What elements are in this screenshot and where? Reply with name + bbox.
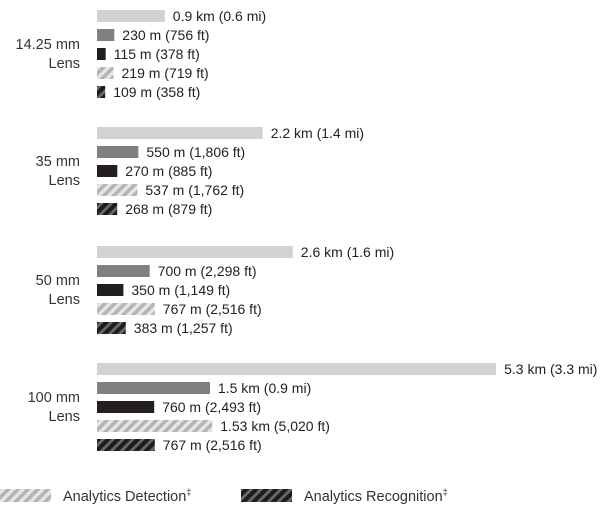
bar-s1 <box>97 363 497 375</box>
bar-value-label: 537 m (1,762 ft) <box>145 182 244 198</box>
bar-value-label: 268 m (879 ft) <box>125 201 212 217</box>
legend-footnote-mark: ‡ <box>443 487 448 497</box>
bar-value-label: 760 m (2,493 ft) <box>162 399 261 415</box>
lens-label: 35 mm Lens <box>36 154 80 189</box>
bar-value-label: 0.9 km (0.6 mi) <box>173 8 266 24</box>
bar-s3 <box>97 165 118 177</box>
lens-label-line: 50 mm <box>36 273 80 289</box>
bar-s2 <box>97 29 115 41</box>
legend-label: Analytics Recognition‡ <box>304 487 448 505</box>
lens-label-line: Lens <box>49 292 80 308</box>
bar-detection <box>97 303 155 315</box>
bar-s1 <box>97 10 165 22</box>
bar-value-label: 115 m (378 ft) <box>114 46 200 62</box>
legend-item-detection: Analytics Detection‡ <box>0 487 191 505</box>
bar-value-label: 383 m (1,257 ft) <box>134 320 233 336</box>
bar-value-label: 767 m (2,516 ft) <box>163 301 262 317</box>
bar-value-label: 270 m (885 ft) <box>125 163 212 179</box>
bar-value-label: 700 m (2,298 ft) <box>158 263 257 279</box>
lens-label: 50 mm Lens <box>36 273 80 308</box>
bar-value-label: 230 m (756 ft) <box>122 27 209 43</box>
legend-footnote-mark: ‡ <box>186 487 191 497</box>
bar-recognition <box>97 203 118 215</box>
bar-s3 <box>97 284 124 296</box>
legend-swatch <box>241 489 292 502</box>
bar-value-label: 219 m (719 ft) <box>122 65 209 81</box>
bar-value-label: 109 m (358 ft) <box>113 84 200 100</box>
lens-group: 50 mm Lens 2.6 km (1.6 mi) 700 m (2,298 ft)… <box>36 244 394 336</box>
legend-label: Analytics Detection‡ <box>63 487 191 505</box>
bar-recognition <box>97 322 126 334</box>
bar-value-label: 350 m (1,149 ft) <box>131 282 230 298</box>
lens-label-line: Lens <box>49 173 80 189</box>
bar-s2 <box>97 382 210 394</box>
legend-label-text: Analytics Detection <box>63 489 186 505</box>
lens-group: 100 mm Lens 5.3 km (3.3 mi) 1.5 km (0.9 mi)… <box>28 361 598 453</box>
bar-value-label: 2.6 km (1.6 mi) <box>301 244 394 260</box>
bar-detection <box>97 184 138 196</box>
legend-label-text: Analytics Recognition <box>304 489 443 505</box>
bar-value-label: 1.5 km (0.9 mi) <box>218 380 311 396</box>
lens-label: 14.25 mm Lens <box>16 37 80 72</box>
bar-s1 <box>97 246 293 258</box>
bar-s1 <box>97 127 263 139</box>
bar-s2 <box>97 146 139 158</box>
lens-label-line: 100 mm <box>28 390 80 406</box>
bar-s3 <box>97 48 106 60</box>
bar-value-label: 767 m (2,516 ft) <box>163 437 262 453</box>
lens-group: 14.25 mm Lens 0.9 km (0.6 mi) 230 m (756 ft… <box>16 8 267 100</box>
lens-label-line: 35 mm <box>36 154 80 170</box>
legend: Analytics Detection‡ Analytics Recognitio… <box>0 487 448 505</box>
bar-groups: 14.25 mm Lens 0.9 km (0.6 mi) 230 m (756 ft… <box>16 8 598 453</box>
bar-s2 <box>97 265 150 277</box>
bar-value-label: 5.3 km (3.3 mi) <box>504 361 597 377</box>
lens-label-line: Lens <box>49 409 80 425</box>
bar-value-label: 1.53 km (5,020 ft) <box>220 418 330 434</box>
bar-detection <box>97 67 114 79</box>
bar-value-label: 550 m (1,806 ft) <box>146 144 245 160</box>
bar-recognition <box>97 439 155 451</box>
bar-detection <box>97 420 213 432</box>
lens-label-line: 14.25 mm <box>16 37 80 53</box>
legend-swatch <box>0 489 51 502</box>
bar-s3 <box>97 401 155 413</box>
legend-item-recognition: Analytics Recognition‡ <box>241 487 448 505</box>
bar-value-label: 2.2 km (1.4 mi) <box>271 125 364 141</box>
lens-label-line: Lens <box>49 56 80 72</box>
bar-recognition <box>97 86 106 98</box>
lens-group: 35 mm Lens 2.2 km (1.4 mi) 550 m (1,806 ft)… <box>36 125 364 217</box>
lens-label: 100 mm Lens <box>28 390 80 425</box>
